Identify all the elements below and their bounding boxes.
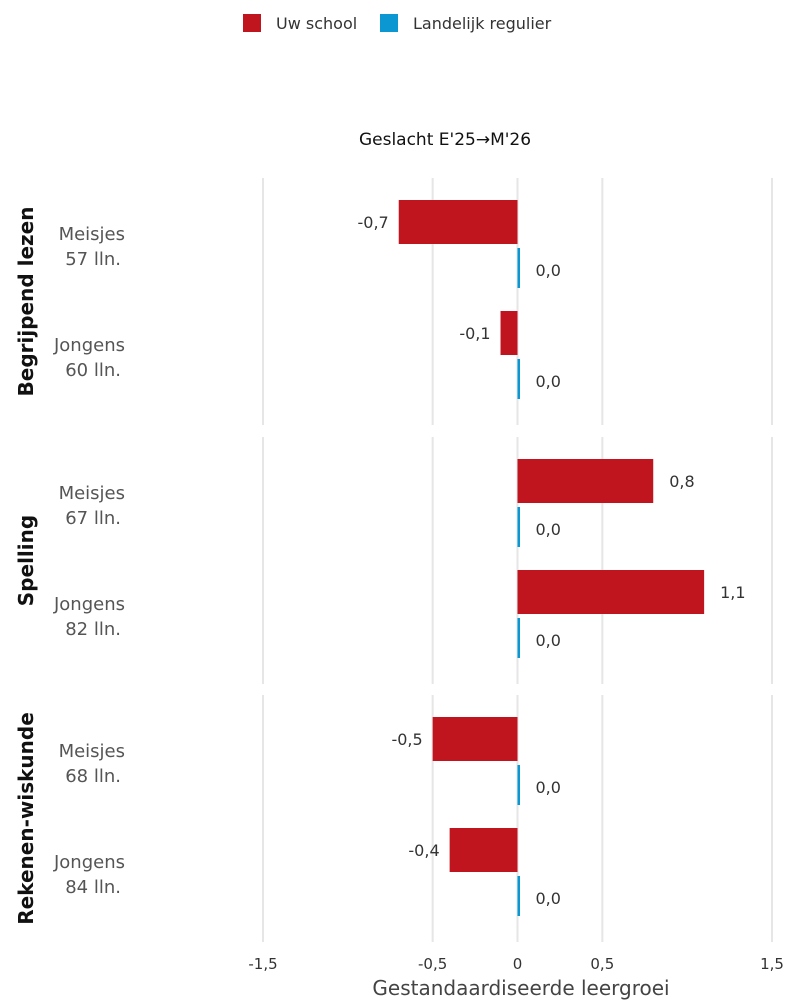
x-tick-label-0: -1,5 xyxy=(248,955,277,973)
bar-uw-school-2-0 xyxy=(432,717,518,761)
data-label-uw-school-1-0: 0,8 xyxy=(669,472,694,491)
data-label-uw-school-2-1: -0,4 xyxy=(408,841,439,860)
category-count-2-1: 84 lln. xyxy=(65,877,121,898)
bar-landelijk-0-0 xyxy=(517,248,520,288)
data-label-uw-school-0-0: -0,7 xyxy=(358,213,389,232)
panel-label-1: Spelling xyxy=(14,515,38,606)
bar-landelijk-2-0 xyxy=(517,765,520,805)
x-tick-label-3: 0,5 xyxy=(590,955,614,973)
legend-label-0: Uw school xyxy=(276,14,357,33)
category-label-2-1: Jongens xyxy=(53,852,125,873)
data-label-uw-school-1-1: 1,1 xyxy=(720,583,745,602)
data-label-uw-school-2-0: -0,5 xyxy=(391,730,422,749)
data-label-landelijk-0-1: 0,0 xyxy=(536,372,561,391)
category-label-2-0: Meisjes xyxy=(59,741,125,762)
category-count-0-1: 60 lln. xyxy=(65,360,121,381)
data-label-landelijk-1-0: 0,0 xyxy=(536,520,561,539)
x-tick-label-1: -0,5 xyxy=(418,955,447,973)
category-count-1-0: 67 lln. xyxy=(65,508,121,529)
bar-uw-school-2-1 xyxy=(449,828,518,872)
category-label-1-0: Meisjes xyxy=(59,483,125,504)
x-tick-label-2: 0 xyxy=(513,955,523,973)
panel-label-2: Rekenen-wiskunde xyxy=(14,712,38,925)
data-label-landelijk-2-0: 0,0 xyxy=(536,778,561,797)
data-label-uw-school-0-1: -0,1 xyxy=(459,324,490,343)
category-count-0-0: 57 lln. xyxy=(65,249,121,270)
data-label-landelijk-1-1: 0,0 xyxy=(536,631,561,650)
data-label-landelijk-2-1: 0,0 xyxy=(536,889,561,908)
bar-uw-school-1-1 xyxy=(517,570,705,614)
category-label-1-1: Jongens xyxy=(53,594,125,615)
legend-label-1: Landelijk regulier xyxy=(413,14,552,33)
bar-landelijk-2-1 xyxy=(517,876,520,916)
x-axis-label: Gestandaardiseerde leergroei xyxy=(372,976,669,1000)
x-tick-label-4: 1,5 xyxy=(760,955,784,973)
category-count-2-0: 68 lln. xyxy=(65,766,121,787)
chart-title: Geslacht E'25→M'26 xyxy=(359,130,531,150)
data-label-landelijk-0-0: 0,0 xyxy=(536,261,561,280)
bar-uw-school-0-0 xyxy=(398,200,518,244)
bar-landelijk-1-0 xyxy=(517,507,520,547)
category-label-0-0: Meisjes xyxy=(59,224,125,245)
legend-swatch-1 xyxy=(380,14,398,32)
category-label-0-1: Jongens xyxy=(53,335,125,356)
legend-swatch-0 xyxy=(243,14,261,32)
bar-uw-school-0-1 xyxy=(500,311,518,355)
bar-uw-school-1-0 xyxy=(517,459,654,503)
category-count-1-1: 82 lln. xyxy=(65,619,121,640)
bar-landelijk-1-1 xyxy=(517,618,520,658)
panel-label-0: Begrijpend lezen xyxy=(14,207,38,397)
bar-landelijk-0-1 xyxy=(517,359,520,399)
